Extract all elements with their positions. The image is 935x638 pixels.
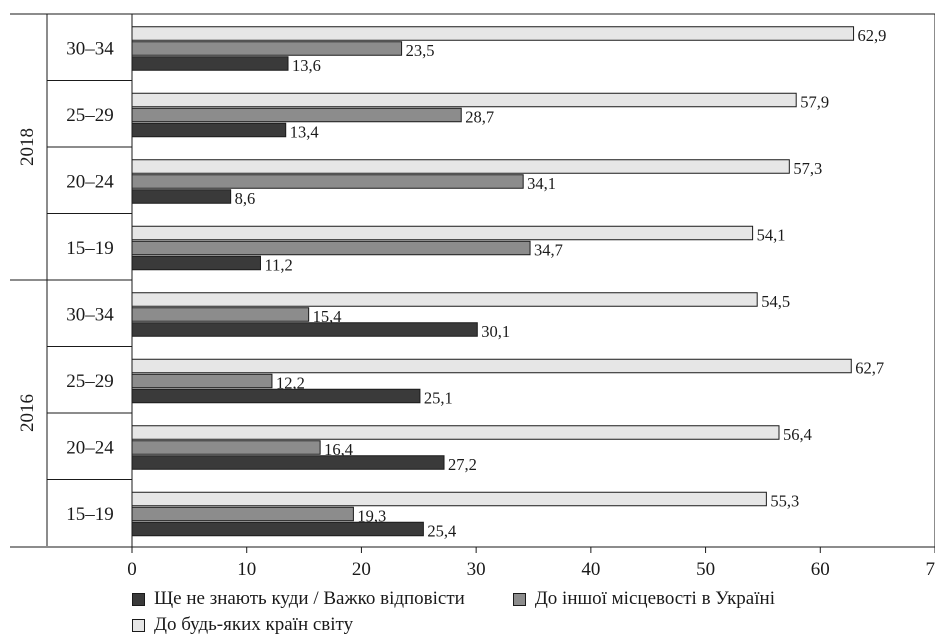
x-tick-label-10: 10 bbox=[237, 559, 256, 580]
data-label-2016-15-19-series-2: 25,4 bbox=[427, 522, 456, 541]
data-label-2018-20-24-series-2: 8,6 bbox=[235, 189, 256, 208]
legend-swatch-unknown bbox=[132, 593, 145, 606]
bar-2016-20-24-series-1 bbox=[132, 441, 320, 455]
data-label-2018-20-24-series-1: 34,1 bbox=[527, 174, 556, 193]
data-label-2016-15-19-series-0: 55,3 bbox=[770, 492, 799, 511]
data-label-2018-15-19-series-2: 11,2 bbox=[264, 256, 292, 275]
legend-swatch-abroad bbox=[132, 619, 145, 632]
category-label-2016-30-34: 30–34 bbox=[66, 304, 114, 325]
data-label-2016-25-29-series-0: 62,7 bbox=[855, 359, 884, 378]
bar-2016-25-29-series-1 bbox=[132, 374, 272, 388]
category-label-2018-30-34: 30–34 bbox=[66, 38, 114, 59]
bar-2018-20-24-series-0 bbox=[132, 160, 789, 174]
x-tick-label-60: 60 bbox=[811, 559, 830, 580]
legend-label-abroad: До будь-яких країн світу bbox=[154, 614, 353, 636]
legend-item-unknown: Ще не знають куди / Важко відповісти bbox=[132, 588, 465, 610]
bar-2018-30-34-series-0 bbox=[132, 27, 854, 41]
bar-2016-30-34-series-0 bbox=[132, 293, 757, 307]
category-label-2018-15-19: 15–19 bbox=[66, 238, 114, 259]
bar-2016-25-29-series-2 bbox=[132, 389, 420, 403]
x-tick-label-0: 0 bbox=[127, 559, 137, 580]
bar-2016-30-34-series-1 bbox=[132, 308, 309, 322]
legend-item-abroad: До будь-яких країн світу bbox=[132, 614, 353, 636]
category-label-2016-15-19: 15–19 bbox=[66, 504, 114, 525]
bar-2018-20-24-series-2 bbox=[132, 190, 231, 204]
bar-2018-25-29-series-0 bbox=[132, 93, 796, 107]
legend-row-2: До будь-яких країн світу bbox=[132, 612, 922, 638]
bar-2016-15-19-series-0 bbox=[132, 492, 766, 506]
data-label-2018-15-19-series-1: 34,7 bbox=[534, 241, 563, 260]
year-label-2016: 2016 bbox=[17, 394, 38, 432]
bar-2016-25-29-series-0 bbox=[132, 359, 851, 373]
data-label-2016-30-34-series-2: 30,1 bbox=[481, 322, 510, 341]
bar-2018-30-34-series-2 bbox=[132, 57, 288, 71]
category-label-2018-25-29: 25–29 bbox=[66, 105, 114, 126]
bar-2018-25-29-series-1 bbox=[132, 108, 461, 122]
data-label-2018-30-34-series-2: 13,6 bbox=[292, 56, 321, 75]
legend-row-1: Ще не знають куди / Важко відповісти До … bbox=[132, 586, 922, 612]
legend-swatch-ukraine bbox=[513, 593, 526, 606]
legend: Ще не знають куди / Важко відповісти До … bbox=[132, 586, 922, 638]
data-label-2018-30-34-series-1: 23,5 bbox=[406, 41, 435, 60]
x-tick-label-50: 50 bbox=[696, 559, 715, 580]
legend-item-ukraine: До іншої місцевості в Україні bbox=[513, 588, 775, 610]
data-label-2018-30-34-series-0: 62,9 bbox=[858, 26, 887, 45]
legend-label-unknown: Ще не знають куди / Важко відповісти bbox=[154, 588, 465, 610]
data-label-2018-25-29-series-0: 57,9 bbox=[800, 93, 829, 112]
bar-2018-20-24-series-1 bbox=[132, 175, 523, 189]
data-label-2016-20-24-series-2: 27,2 bbox=[448, 455, 477, 474]
x-tick-label-30: 30 bbox=[467, 559, 486, 580]
data-label-2018-15-19-series-0: 54,1 bbox=[757, 226, 786, 245]
category-label-2016-20-24: 20–24 bbox=[66, 437, 114, 458]
bar-2018-30-34-series-1 bbox=[132, 42, 402, 56]
bar-2016-15-19-series-2 bbox=[132, 522, 423, 536]
data-label-2018-25-29-series-1: 28,7 bbox=[465, 108, 494, 127]
category-label-2018-20-24: 20–24 bbox=[66, 171, 114, 192]
x-tick-label-70: 70 bbox=[926, 559, 935, 580]
data-label-2016-30-34-series-0: 54,5 bbox=[761, 292, 790, 311]
category-label-2016-25-29: 25–29 bbox=[66, 371, 114, 392]
bar-2018-15-19-series-2 bbox=[132, 256, 260, 270]
x-tick-label-20: 20 bbox=[352, 559, 371, 580]
data-label-2018-25-29-series-2: 13,4 bbox=[290, 123, 319, 142]
bar-2018-15-19-series-1 bbox=[132, 241, 530, 255]
bar-2016-20-24-series-0 bbox=[132, 426, 779, 440]
data-label-2016-20-24-series-0: 56,4 bbox=[783, 425, 812, 444]
bar-2018-15-19-series-0 bbox=[132, 226, 753, 240]
bar-2018-25-29-series-2 bbox=[132, 123, 286, 137]
bar-2016-15-19-series-1 bbox=[132, 507, 353, 521]
year-label-2018: 2018 bbox=[17, 128, 38, 166]
legend-label-ukraine: До іншої місцевості в Україні bbox=[535, 588, 775, 610]
bar-2016-30-34-series-2 bbox=[132, 323, 477, 337]
data-label-2018-20-24-series-0: 57,3 bbox=[793, 159, 822, 178]
x-tick-label-40: 40 bbox=[581, 559, 600, 580]
bar-2016-20-24-series-2 bbox=[132, 456, 444, 470]
data-label-2016-25-29-series-2: 25,1 bbox=[424, 389, 453, 408]
